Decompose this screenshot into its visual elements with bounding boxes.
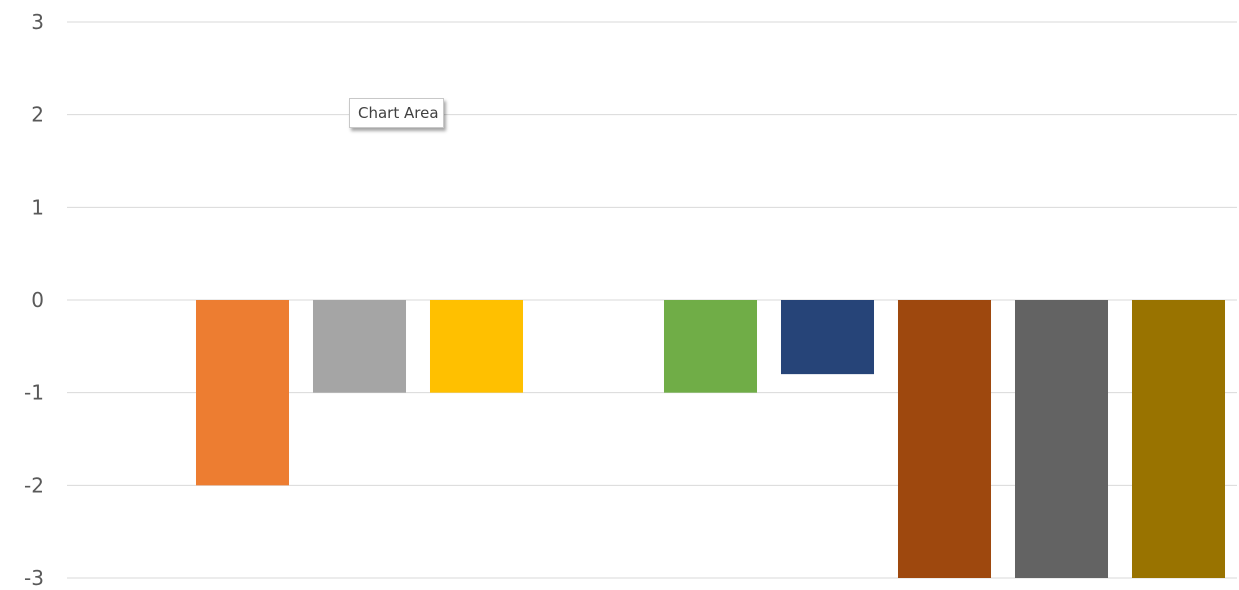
bar[interactable] [312, 300, 407, 393]
bar[interactable] [780, 300, 875, 375]
bar[interactable] [897, 300, 992, 578]
y-tick-label: 3 [31, 10, 44, 34]
bar[interactable] [663, 300, 758, 393]
bar[interactable] [195, 300, 290, 486]
y-tick-label: -2 [24, 473, 44, 497]
y-tick-label: -3 [24, 566, 44, 590]
y-axis-tick-labels: 3 2 1 0 -1 -2 -3 [24, 10, 44, 590]
y-tick-label: -1 [24, 381, 44, 405]
y-tick-label: 0 [31, 288, 44, 312]
bars [195, 300, 1226, 578]
bar[interactable] [1131, 300, 1226, 578]
y-tick-label: 1 [31, 195, 44, 219]
chart-area-tooltip: Chart Area [349, 98, 444, 128]
y-tick-label: 2 [31, 103, 44, 127]
bar[interactable] [1014, 300, 1109, 578]
bar[interactable] [429, 300, 524, 393]
